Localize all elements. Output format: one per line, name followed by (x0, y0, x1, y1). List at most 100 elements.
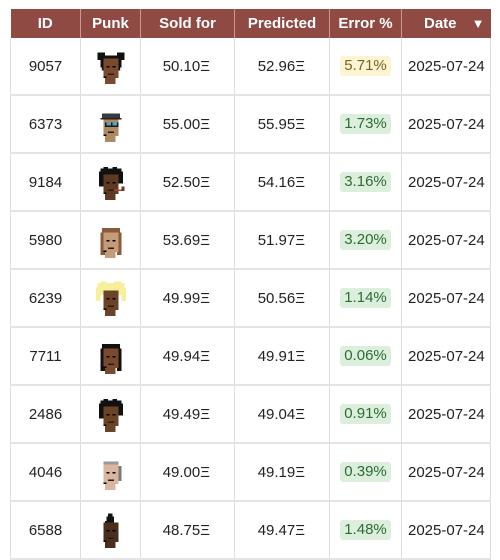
sold-price: 50.10Ξ (162, 57, 210, 75)
cell-punk[interactable] (80, 501, 141, 560)
punk-avatar[interactable] (81, 454, 140, 490)
cell-punk[interactable] (80, 211, 141, 270)
cell-error: 3.20% (329, 211, 402, 270)
punk-avatar[interactable] (81, 338, 140, 374)
error-badge: 3.16% (340, 172, 391, 192)
sold-price: 53.69Ξ (162, 231, 210, 249)
cell-date: 2025-07-24 (401, 38, 491, 96)
cell-date: 2025-07-24 (401, 385, 491, 444)
cell-punk[interactable] (80, 95, 141, 154)
table-row[interactable]: 6373 55.00Ξ 55.95Ξ 1.73% 2025-07-24 (10, 95, 491, 154)
cell-date: 2025-07-24 (401, 153, 491, 212)
column-header-label: Punk (92, 15, 129, 32)
error-badge: 1.48% (340, 520, 391, 540)
predicted-price: 55.95Ξ (257, 115, 305, 133)
column-header-label: Predicted (247, 15, 317, 32)
column-header-label: Sold for (159, 15, 216, 32)
cell-punk[interactable] (80, 153, 141, 212)
predicted-price: 49.04Ξ (257, 405, 305, 423)
table-row[interactable]: 6239 49.99Ξ 50.56Ξ 1.14% 2025-07-24 (10, 269, 491, 328)
cell-predicted: 50.56Ξ (234, 269, 330, 328)
predicted-price: 50.56Ξ (257, 289, 305, 307)
punk-avatar[interactable] (81, 106, 140, 142)
cell-predicted: 52.96Ξ (234, 38, 330, 96)
error-badge: 0.91% (340, 404, 391, 424)
sale-date: 2025-07-24 (408, 521, 485, 539)
sale-date: 2025-07-24 (408, 347, 485, 365)
sale-date: 2025-07-24 (408, 57, 485, 75)
predicted-price: 54.16Ξ (257, 173, 305, 191)
cell-sold: 49.00Ξ (140, 443, 235, 502)
sold-price: 49.00Ξ (162, 463, 210, 481)
sale-date: 2025-07-24 (408, 115, 485, 133)
cell-date: 2025-07-24 (401, 269, 491, 328)
column-header-predicted[interactable]: Predicted (234, 9, 330, 38)
cell-predicted: 54.16Ξ (234, 153, 330, 212)
cell-error: 3.16% (329, 153, 402, 212)
cell-id: 6588 (10, 501, 81, 560)
column-header-sold[interactable]: Sold for (140, 9, 235, 38)
cell-date: 2025-07-24 (401, 95, 491, 154)
column-header-label: Error % (338, 15, 393, 32)
cell-punk[interactable] (80, 38, 141, 96)
punk-id: 9057 (28, 57, 63, 75)
sale-date: 2025-07-24 (408, 289, 485, 307)
cell-error: 5.71% (329, 38, 402, 96)
cell-id: 6373 (10, 95, 81, 154)
error-badge: 0.06% (340, 346, 391, 366)
sold-price: 48.75Ξ (162, 521, 210, 539)
punk-avatar[interactable] (81, 164, 140, 200)
sold-price: 49.94Ξ (162, 347, 210, 365)
cell-id: 5980 (10, 211, 81, 270)
punk-avatar[interactable] (81, 222, 140, 258)
cell-punk[interactable] (80, 327, 141, 386)
cell-predicted: 49.47Ξ (234, 501, 330, 560)
table-row[interactable]: 4046 49.00Ξ 49.19Ξ 0.39% 2025-07-24 (10, 443, 491, 502)
sale-date: 2025-07-24 (408, 463, 485, 481)
table-row[interactable]: 6588 48.75Ξ 49.47Ξ 1.48% 2025-07-24 (10, 501, 491, 560)
punk-avatar[interactable] (81, 396, 140, 432)
cell-error: 1.73% (329, 95, 402, 154)
cell-punk[interactable] (80, 385, 141, 444)
table-row[interactable]: 5980 53.69Ξ 51.97Ξ 3.20% 2025-07-24 (10, 211, 491, 270)
cell-id: 6239 (10, 269, 81, 328)
punk-id: 6373 (28, 115, 63, 133)
punk-id: 6588 (28, 521, 63, 539)
cell-id: 4046 (10, 443, 81, 502)
sale-date: 2025-07-24 (408, 231, 485, 249)
table-row[interactable]: 9057 50.10Ξ 52.96Ξ 5.71% 2025-07-24 (10, 38, 491, 96)
table-row[interactable]: 2486 49.49Ξ 49.04Ξ 0.91% 2025-07-24 (10, 385, 491, 444)
table-header-row: ID Punk Sold for Predicted Error % Date ▼ (10, 9, 491, 38)
cell-id: 7711 (10, 327, 81, 386)
sales-table-container: ID Punk Sold for Predicted Error % Date ▼… (10, 9, 491, 560)
cell-error: 1.48% (329, 501, 402, 560)
column-header-punk[interactable]: Punk (80, 9, 141, 38)
table-row[interactable]: 9184 52.50Ξ 54.16Ξ 3.16% 2025-07-24 (10, 153, 491, 212)
error-badge: 1.73% (340, 114, 391, 134)
column-header-date[interactable]: Date ▼ (401, 9, 491, 38)
column-header-error[interactable]: Error % (329, 9, 402, 38)
cell-id: 9184 (10, 153, 81, 212)
predicted-price: 49.19Ξ (257, 463, 305, 481)
column-header-id[interactable]: ID (10, 9, 81, 38)
cell-predicted: 55.95Ξ (234, 95, 330, 154)
punk-avatar[interactable] (81, 512, 140, 548)
sale-date: 2025-07-24 (408, 173, 485, 191)
cell-sold: 53.69Ξ (140, 211, 235, 270)
predicted-price: 51.97Ξ (257, 231, 305, 249)
punk-id: 6239 (28, 289, 63, 307)
punk-avatar[interactable] (81, 280, 140, 316)
cell-id: 2486 (10, 385, 81, 444)
sort-descending-icon[interactable]: ▼ (471, 16, 485, 31)
punk-id: 4046 (28, 463, 63, 481)
cell-error: 0.39% (329, 443, 402, 502)
cell-sold: 55.00Ξ (140, 95, 235, 154)
cell-punk[interactable] (80, 269, 141, 328)
cell-predicted: 51.97Ξ (234, 211, 330, 270)
cell-id: 9057 (10, 38, 81, 96)
cell-date: 2025-07-24 (401, 211, 491, 270)
cell-error: 1.14% (329, 269, 402, 328)
cell-punk[interactable] (80, 443, 141, 502)
table-row[interactable]: 7711 49.94Ξ 49.91Ξ 0.06% 2025-07-24 (10, 327, 491, 386)
punk-avatar[interactable] (81, 48, 140, 84)
